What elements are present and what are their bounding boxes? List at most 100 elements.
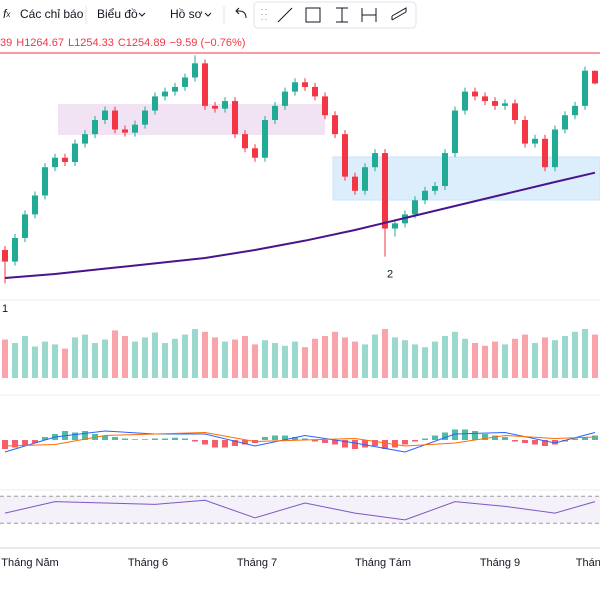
candle-body (432, 186, 438, 191)
candle-body (162, 91, 168, 97)
candle-body (272, 105, 278, 120)
candle-body (382, 153, 388, 229)
macd-bar (232, 440, 238, 446)
candle-body (362, 167, 368, 191)
chart-button[interactable]: Biểu đồ (97, 7, 138, 21)
volume-bar (422, 347, 428, 378)
macd-bar (132, 439, 138, 440)
volume-bar (452, 331, 458, 378)
candle-body (2, 250, 8, 262)
macd-line (4, 430, 596, 453)
x-tick-label: Tháng Năm (1, 557, 58, 569)
volume-bar (512, 338, 518, 378)
volume-bar (372, 334, 378, 378)
macd-bar (592, 435, 598, 440)
volume-bar (342, 337, 348, 378)
macd-bar (432, 435, 438, 440)
chevron (138, 12, 146, 17)
candle-body (552, 129, 558, 168)
fx-icon[interactable]: fx (3, 7, 11, 21)
candle-body (282, 91, 288, 106)
macd-bar (322, 440, 328, 443)
volume-bar (122, 336, 128, 378)
volume-bar (552, 340, 558, 378)
channel-tool[interactable] (391, 7, 407, 21)
drawing-tools (253, 1, 417, 29)
macd-bar (582, 437, 588, 440)
measure-tool[interactable] (361, 8, 377, 22)
macd-bar (102, 435, 108, 440)
macd-bar (2, 440, 8, 449)
candle-body (472, 91, 478, 97)
candle-body (532, 138, 538, 144)
candle-body (502, 103, 508, 106)
candle-body (302, 82, 308, 87)
volume-bar (252, 344, 258, 378)
volume-bar (142, 337, 148, 378)
volume-bar (542, 337, 548, 378)
macd-bar (312, 440, 318, 442)
undo-icon[interactable] (235, 7, 247, 19)
volume-bar (472, 343, 478, 378)
macd-bar (342, 440, 348, 448)
macd-bar (442, 432, 448, 440)
macd-bar (452, 429, 458, 440)
macd-bar (522, 440, 528, 443)
volume-bar (582, 329, 588, 378)
macd-bar (532, 440, 538, 445)
candle-body (352, 176, 358, 191)
legend-value: −9.59 (−0.76%) (170, 37, 246, 49)
macd-bar (512, 440, 518, 442)
volume-bar (362, 344, 368, 378)
volume-bar (462, 338, 468, 378)
range-tool[interactable] (336, 7, 348, 23)
volume-bar (232, 339, 238, 378)
volume-bar (192, 329, 198, 378)
macd-bar (192, 440, 198, 442)
volume-bar (62, 348, 68, 378)
chevron (204, 12, 212, 17)
candle-body (242, 134, 248, 149)
macd-bar (382, 440, 388, 449)
candle-body (452, 110, 458, 154)
rect-tool[interactable] (305, 7, 321, 23)
macd-bar (412, 440, 418, 442)
profile-button[interactable]: Hồ sơ (170, 7, 203, 21)
candle-body (52, 157, 58, 168)
volume-bar (302, 347, 308, 378)
volume-bar (382, 329, 388, 378)
macd-bar (202, 440, 208, 445)
candle-body (122, 129, 128, 133)
candle-body (152, 96, 158, 111)
candle-body (582, 70, 588, 106)
macd-bar (402, 440, 408, 445)
volume-bar (292, 341, 298, 378)
candle-body (182, 77, 188, 87)
annotation: 2 (387, 269, 393, 281)
macd-bar (572, 438, 578, 440)
macd-bar (552, 440, 558, 445)
macd-bar (482, 434, 488, 440)
volume-bar (402, 340, 408, 378)
macd-bar (302, 438, 308, 440)
trendline-tool[interactable] (277, 7, 293, 23)
macd-bar (262, 437, 268, 440)
macd-bar (212, 440, 218, 448)
volume-bar (332, 331, 338, 378)
candle-body (592, 70, 598, 84)
macd-bar (392, 440, 398, 448)
volume-bar (352, 341, 358, 378)
indicators-button[interactable]: Các chỉ báo (20, 7, 84, 21)
legend-value: 39 (0, 37, 12, 49)
volume-bar (112, 330, 118, 378)
macd-line (4, 431, 596, 447)
candle-body (562, 115, 568, 130)
volume-bar (322, 336, 328, 378)
macd-bar (282, 435, 288, 440)
volume-bar (282, 345, 288, 378)
candle-body (202, 63, 208, 106)
candle-body (232, 101, 238, 135)
volume-bar (202, 331, 208, 378)
candle-body (492, 101, 498, 106)
